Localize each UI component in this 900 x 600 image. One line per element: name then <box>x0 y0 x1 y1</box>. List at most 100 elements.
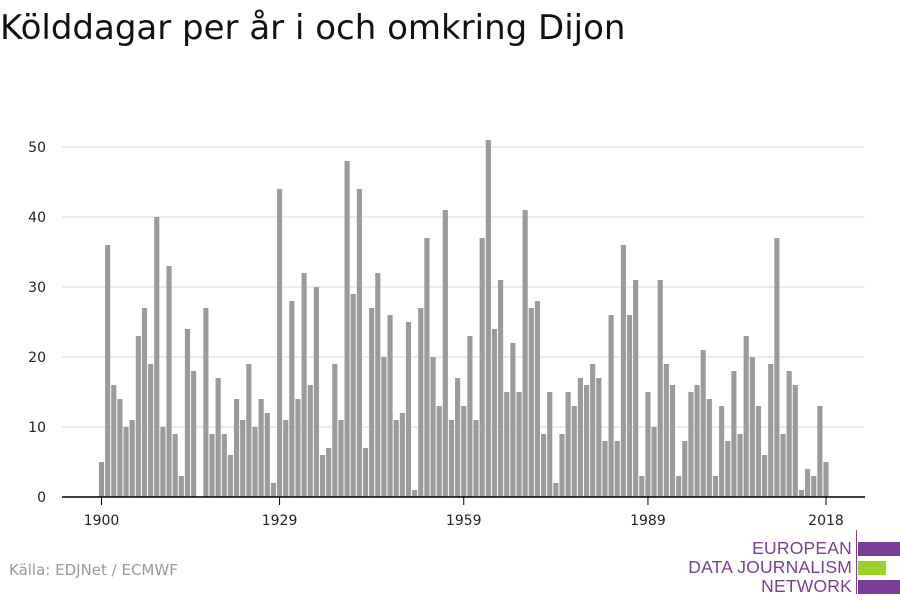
bar-1913 <box>178 476 184 497</box>
bar-2016 <box>811 476 817 497</box>
bar-1974 <box>553 483 559 497</box>
bar-1955 <box>436 406 442 497</box>
bar-1979 <box>583 385 590 497</box>
bar-1937 <box>326 448 332 497</box>
bar-1901 <box>105 245 111 497</box>
bar-1934 <box>307 385 313 497</box>
bar-1925 <box>252 427 258 497</box>
bar-1978 <box>577 378 583 497</box>
bar-1992 <box>663 364 669 497</box>
bar-1975 <box>559 434 565 497</box>
bar-1929 <box>276 189 283 497</box>
logo-text-line-2: DATA JOURNALISM <box>688 557 852 577</box>
bar-1944 <box>369 308 375 497</box>
bar-2009 <box>768 364 774 497</box>
bar-1977 <box>571 406 577 497</box>
bar-1921 <box>227 455 234 497</box>
bar-1970 <box>528 308 534 497</box>
bar-1914 <box>184 329 191 497</box>
bar-1953 <box>424 238 430 497</box>
bar-1911 <box>166 266 172 497</box>
bar-1904 <box>123 427 129 497</box>
bar-1903 <box>117 399 123 497</box>
bar-1957 <box>448 420 455 497</box>
bar-1989 <box>645 392 651 497</box>
bar-2008 <box>762 455 768 497</box>
edjnet-logo: EUROPEAN DATA JOURNALISM NETWORK <box>688 530 900 596</box>
bar-1931 <box>289 301 295 497</box>
bar-1971 <box>534 301 540 497</box>
bar-1905 <box>129 420 135 497</box>
bar-1967 <box>510 343 516 497</box>
bar-1927 <box>264 413 270 497</box>
x-tick-label: 1929 <box>262 513 298 529</box>
bar-1943 <box>362 448 369 497</box>
bar-1954 <box>430 357 436 497</box>
bar-1991 <box>657 280 663 497</box>
bar-1997 <box>694 385 700 497</box>
y-tick-label: 40 <box>28 210 46 226</box>
bar-1908 <box>148 364 154 497</box>
y-tick-label: 10 <box>28 420 46 436</box>
bar-1972 <box>540 434 547 497</box>
bar-1923 <box>240 420 246 497</box>
x-tick-label: 1900 <box>84 513 120 529</box>
logo-divider <box>856 530 857 594</box>
bar-2018 <box>823 462 829 497</box>
bar-2007 <box>755 406 762 497</box>
y-tick-label: 0 <box>37 490 46 506</box>
bar-2014 <box>798 490 805 497</box>
logo-bar-purple-top <box>858 542 900 556</box>
bar-1996 <box>688 392 694 497</box>
bar-1994 <box>676 476 682 497</box>
bar-1950 <box>405 322 412 497</box>
bar-1969 <box>522 210 528 497</box>
bar-1924 <box>246 364 252 497</box>
bar-2006 <box>749 357 755 497</box>
bar-1918 <box>209 434 215 497</box>
bar-2017 <box>817 406 823 497</box>
logo-bar-purple-bottom <box>858 580 900 594</box>
bar-1966 <box>504 392 510 497</box>
bar-2003 <box>731 371 737 497</box>
bar-1952 <box>418 308 424 497</box>
bar-1973 <box>547 392 553 497</box>
bar-1917 <box>203 308 209 497</box>
bar-2012 <box>786 371 792 497</box>
bar-2000 <box>712 476 719 497</box>
bar-1958 <box>455 378 461 497</box>
bar-1988 <box>639 476 645 497</box>
bar-1981 <box>596 378 602 497</box>
bar-1987 <box>633 280 639 497</box>
bar-1961 <box>473 420 479 497</box>
x-tick-label: 2018 <box>808 513 844 529</box>
bar-1907 <box>141 308 148 497</box>
bar-1909 <box>154 217 160 497</box>
bar-1999 <box>706 399 712 497</box>
bar-1976 <box>565 392 571 497</box>
y-tick-label: 30 <box>28 280 46 296</box>
bar-1936 <box>319 455 326 497</box>
bar-1985 <box>620 245 626 497</box>
bar-1920 <box>221 434 227 497</box>
bar-1983 <box>608 315 614 497</box>
bar-1906 <box>135 336 141 497</box>
bar-1951 <box>412 490 418 497</box>
bar-1986 <box>626 315 633 497</box>
bar-1947 <box>387 315 393 497</box>
bar-1932 <box>295 399 301 497</box>
bar-1949 <box>399 413 405 497</box>
bar-1926 <box>258 399 264 497</box>
bar-1998 <box>700 350 706 497</box>
y-tick-label: 20 <box>28 350 46 366</box>
bars <box>98 140 829 497</box>
bar-2010 <box>774 238 780 497</box>
bar-1959 <box>461 406 467 497</box>
bar-1945 <box>375 273 381 497</box>
bar-2011 <box>780 434 786 497</box>
bar-1902 <box>111 385 117 497</box>
bar-1938 <box>332 364 338 497</box>
bar-1965 <box>498 280 504 497</box>
bar-1900 <box>98 462 105 497</box>
bar-2004 <box>737 434 743 497</box>
